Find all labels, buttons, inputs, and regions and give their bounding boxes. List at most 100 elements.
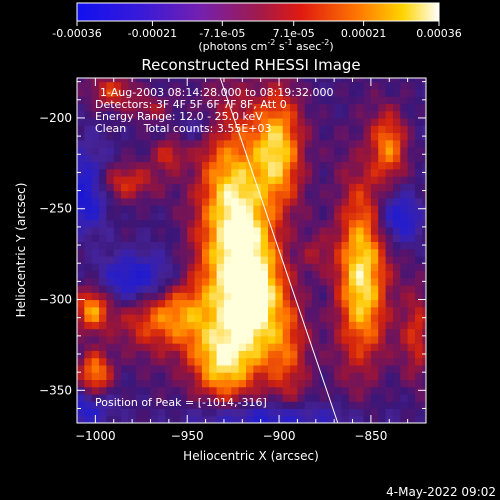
heatmap-cell xyxy=(326,125,335,134)
heatmap-cell xyxy=(77,117,85,126)
heatmap-cell xyxy=(179,78,188,83)
heatmap-cell xyxy=(99,96,107,105)
heatmap-cell xyxy=(319,219,328,228)
heatmap-cell xyxy=(297,386,306,395)
heatmap-cell xyxy=(326,401,335,410)
heatmap-cell xyxy=(370,393,379,402)
heatmap-cell xyxy=(121,219,130,228)
heatmap-cell xyxy=(223,219,232,228)
heatmap-cell xyxy=(312,190,321,199)
heatmap-cell xyxy=(297,132,306,141)
heatmap-cell xyxy=(135,183,144,192)
heatmap-cell xyxy=(84,292,93,301)
heatmap-cell xyxy=(165,270,174,279)
heatmap-cell xyxy=(238,219,247,228)
heatmap-cell xyxy=(275,103,284,112)
heatmap-cell xyxy=(121,197,130,206)
heatmap-cell xyxy=(400,255,409,264)
heatmap-cell xyxy=(356,81,365,90)
heatmap-cell xyxy=(223,306,232,315)
heatmap-cell xyxy=(253,88,262,97)
heatmap-cell xyxy=(77,212,85,221)
heatmap-cell xyxy=(179,335,188,344)
heatmap-cell xyxy=(407,125,416,134)
heatmap-cell xyxy=(179,190,188,199)
heatmap-cell xyxy=(135,306,144,315)
heatmap-cell xyxy=(356,154,365,163)
heatmap-cell xyxy=(231,270,240,279)
heatmap-cell xyxy=(179,139,188,148)
heatmap-cell xyxy=(121,103,130,112)
heatmap-cell xyxy=(91,183,100,192)
heatmap-cell xyxy=(312,103,321,112)
heatmap-cell xyxy=(194,78,203,83)
heatmap-cell xyxy=(407,343,416,351)
heatmap-cell xyxy=(121,154,130,163)
heatmap-cell xyxy=(231,364,240,373)
heatmap-cell xyxy=(113,132,122,141)
heatmap-cell xyxy=(179,234,188,243)
heatmap-cell xyxy=(150,343,159,351)
heatmap-cell xyxy=(113,335,122,344)
heatmap-cell xyxy=(297,103,306,112)
heatmap-cell xyxy=(275,183,284,192)
heatmap-cell xyxy=(312,139,321,148)
heatmap-cell xyxy=(319,110,328,119)
heatmap-cell xyxy=(165,379,174,388)
heatmap-cell xyxy=(319,154,328,163)
heatmap-cell xyxy=(99,168,107,177)
heatmap-cell xyxy=(378,147,387,155)
heatmap-cell xyxy=(194,205,203,213)
heatmap-cell xyxy=(341,401,350,410)
heatmap-cell xyxy=(231,415,240,423)
heatmap-cell xyxy=(209,270,218,279)
heatmap-cell xyxy=(392,147,401,155)
y-axis-label: Heliocentric Y (arcsec) xyxy=(14,183,28,318)
heatmap-cell xyxy=(356,350,365,359)
heatmap-cell xyxy=(297,277,306,286)
heatmap-cell xyxy=(165,161,174,170)
heatmap-cell xyxy=(172,103,181,112)
heatmap-cell xyxy=(392,379,401,388)
heatmap-cell xyxy=(319,103,328,112)
heatmap-cell xyxy=(135,408,144,417)
heatmap-cell xyxy=(113,364,122,373)
heatmap-cell xyxy=(209,197,218,206)
heatmap-cell xyxy=(356,132,365,141)
heatmap-cell xyxy=(143,285,152,293)
heatmap-cell xyxy=(341,139,350,148)
heatmap-cell xyxy=(201,292,210,301)
heatmap-cell xyxy=(414,96,423,105)
heatmap-cell xyxy=(297,161,306,170)
heatmap-cell xyxy=(99,226,107,235)
heatmap-cell xyxy=(238,299,247,308)
heatmap-cell xyxy=(157,197,166,206)
heatmap-cell xyxy=(319,183,328,192)
heatmap-cell xyxy=(194,125,203,134)
heatmap-cell xyxy=(238,96,247,105)
heatmap-cell xyxy=(407,161,416,170)
heatmap-cell xyxy=(231,103,240,112)
heatmap-cell xyxy=(238,248,247,257)
heatmap-cell xyxy=(326,357,335,366)
heatmap-cell xyxy=(121,125,130,134)
heatmap-cell xyxy=(150,190,159,199)
heatmap-cell xyxy=(304,364,313,373)
heatmap-cell xyxy=(238,314,247,322)
heatmap-cell xyxy=(165,393,174,402)
heatmap-cell xyxy=(304,110,313,119)
heatmap-cell xyxy=(363,154,372,163)
heatmap-cell xyxy=(165,357,174,366)
heatmap-cell xyxy=(216,183,225,192)
heatmap-cell xyxy=(91,321,100,330)
heatmap-cell xyxy=(201,161,210,170)
heatmap-cell xyxy=(385,168,394,177)
heatmap-cell xyxy=(326,292,335,301)
heatmap-cell xyxy=(392,277,401,286)
heatmap-cell xyxy=(172,117,181,126)
heatmap-cell xyxy=(363,183,372,192)
heatmap-cell xyxy=(275,343,284,351)
heatmap-cell xyxy=(84,350,93,359)
heatmap-cell xyxy=(187,379,196,388)
heatmap-cell xyxy=(121,255,130,264)
